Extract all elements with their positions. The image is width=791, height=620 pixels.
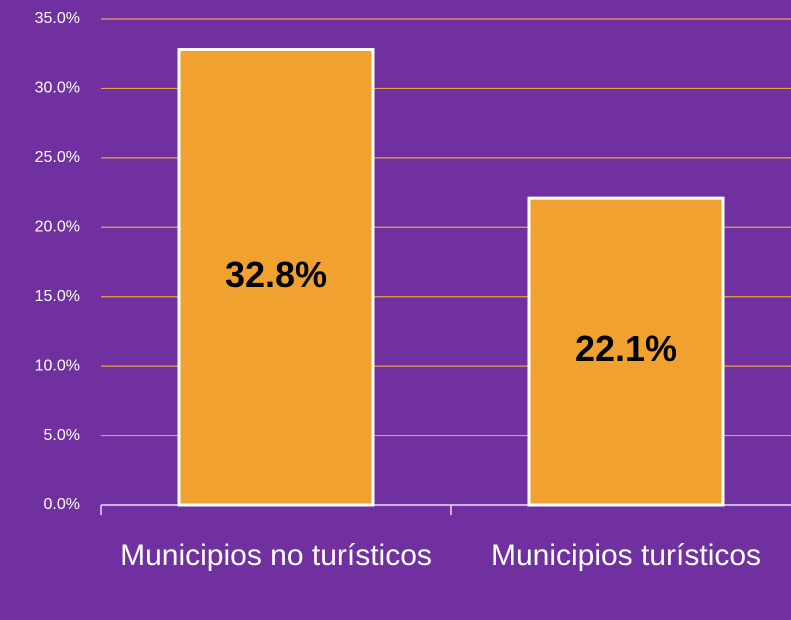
y-tick-label: 30.0%	[35, 80, 80, 97]
value-label: 22.1%	[575, 328, 677, 369]
y-tick-label: 20.0%	[35, 219, 80, 236]
y-tick-label: 0.0%	[44, 496, 80, 513]
bar	[527, 196, 725, 507]
y-tick-label: 25.0%	[35, 149, 80, 166]
y-tick-label: 15.0%	[35, 288, 80, 305]
y-tick-label: 5.0%	[44, 427, 80, 444]
y-tick-label: 35.0%	[35, 10, 80, 27]
value-label: 32.8%	[225, 254, 327, 295]
x-tick-label: Municipios no turísticos	[120, 539, 432, 572]
x-tick-label: Municipios turísticos	[490, 539, 762, 572]
y-tick-label: 10.0%	[35, 357, 80, 374]
bar	[177, 48, 375, 507]
